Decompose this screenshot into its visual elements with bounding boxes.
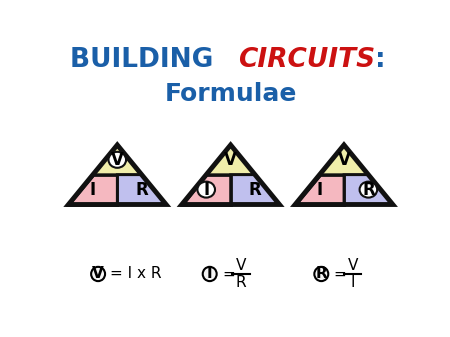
Text: :: : bbox=[375, 47, 386, 73]
Text: V: V bbox=[236, 258, 246, 273]
Text: R: R bbox=[236, 275, 247, 290]
Polygon shape bbox=[117, 175, 166, 205]
Text: CIRCUITS: CIRCUITS bbox=[238, 47, 375, 73]
Text: = I x R: = I x R bbox=[110, 267, 162, 281]
Ellipse shape bbox=[314, 267, 328, 281]
Text: V: V bbox=[338, 151, 351, 169]
Text: R: R bbox=[249, 181, 261, 198]
Text: Formulae: Formulae bbox=[164, 82, 297, 106]
Ellipse shape bbox=[91, 267, 105, 281]
Polygon shape bbox=[93, 145, 142, 175]
Ellipse shape bbox=[108, 152, 126, 168]
Text: V: V bbox=[347, 258, 358, 273]
Text: I: I bbox=[90, 181, 96, 198]
Polygon shape bbox=[68, 175, 117, 205]
Text: I: I bbox=[203, 181, 209, 198]
Text: R: R bbox=[135, 181, 148, 198]
Text: V: V bbox=[224, 151, 237, 169]
Text: R: R bbox=[315, 267, 327, 281]
Polygon shape bbox=[230, 175, 279, 205]
Polygon shape bbox=[206, 145, 255, 175]
Polygon shape bbox=[295, 175, 344, 205]
Text: I: I bbox=[351, 275, 355, 290]
Text: I: I bbox=[207, 267, 212, 281]
Text: =: = bbox=[333, 267, 346, 281]
Text: V: V bbox=[92, 267, 104, 281]
Text: I: I bbox=[316, 181, 323, 198]
Polygon shape bbox=[344, 175, 393, 205]
Text: =: = bbox=[222, 267, 234, 281]
Ellipse shape bbox=[202, 267, 217, 281]
Polygon shape bbox=[320, 145, 369, 175]
Text: R: R bbox=[362, 181, 375, 198]
Text: V: V bbox=[111, 151, 124, 169]
Polygon shape bbox=[182, 175, 230, 205]
Text: BUILDING: BUILDING bbox=[70, 47, 223, 73]
Ellipse shape bbox=[360, 182, 377, 197]
Ellipse shape bbox=[198, 182, 215, 197]
